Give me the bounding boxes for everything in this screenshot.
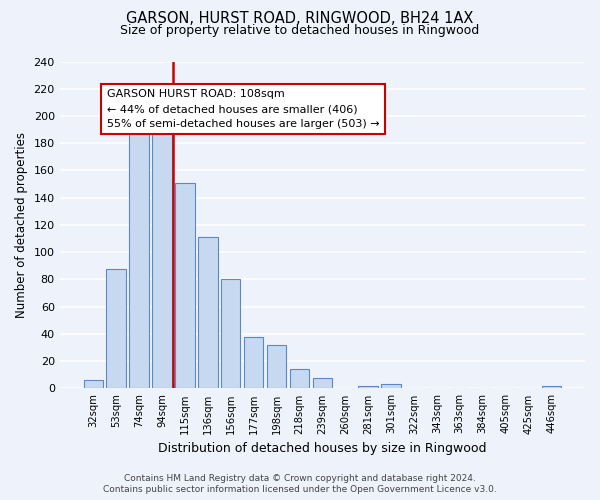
Bar	[175, 182, 194, 388]
Y-axis label: Number of detached properties: Number of detached properties	[15, 132, 28, 318]
X-axis label: Distribution of detached houses by size in Ringwood: Distribution of detached houses by size …	[158, 442, 487, 455]
Bar	[106, 268, 126, 388]
Bar	[382, 384, 401, 388]
Bar	[221, 280, 241, 388]
Bar	[290, 370, 309, 388]
Bar	[542, 386, 561, 388]
Bar	[83, 380, 103, 388]
Bar	[244, 336, 263, 388]
Bar	[358, 386, 378, 388]
Text: Contains HM Land Registry data © Crown copyright and database right 2024.
Contai: Contains HM Land Registry data © Crown c…	[103, 474, 497, 494]
Text: Size of property relative to detached houses in Ringwood: Size of property relative to detached ho…	[121, 24, 479, 37]
Bar	[152, 132, 172, 388]
Bar	[198, 237, 218, 388]
Bar	[267, 345, 286, 389]
Text: GARSON HURST ROAD: 108sqm
← 44% of detached houses are smaller (406)
55% of semi: GARSON HURST ROAD: 108sqm ← 44% of detac…	[107, 90, 380, 129]
Bar	[130, 122, 149, 388]
Text: GARSON, HURST ROAD, RINGWOOD, BH24 1AX: GARSON, HURST ROAD, RINGWOOD, BH24 1AX	[127, 11, 473, 26]
Bar	[313, 378, 332, 388]
